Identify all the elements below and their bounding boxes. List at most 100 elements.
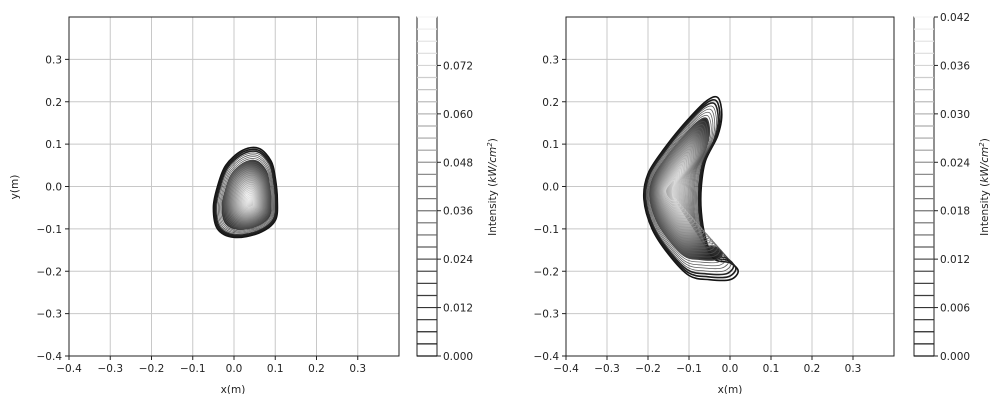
right-contour-line [653,136,709,243]
left-x-tick-label: 0.2 [308,363,325,375]
right-x-axis-label: x(m) [718,384,743,394]
left-contour-line [213,148,278,238]
left-panel: y(m) x(m) Intensity (kW/cm2) −0.4 −0.3 −0.… [9,16,499,394]
right-contour-line [663,173,682,208]
right-contour-line [644,102,735,276]
right-x-tick-label: −0.2 [635,363,661,375]
left-y-axis-label: y(m) [9,175,21,200]
right-colorbar-tick-label: 0.000 [940,351,970,363]
right-x-tick-label: −0.3 [594,363,620,375]
left-y-tick-label: 0.1 [45,139,62,151]
left-contour-line [227,169,268,225]
left-contour-line [245,196,254,208]
left-y-tick-label: −0.4 [37,351,63,363]
left-contour-line [231,174,265,222]
right-contour-line [650,124,719,255]
left-contour-line [236,182,262,217]
right-colorbar-tick-label: 0.030 [940,109,970,121]
right-x-tick-label: 0.3 [845,363,862,375]
left-contour-line [230,172,266,223]
left-y-tick-label: −0.2 [37,266,63,278]
left-contour-line [239,187,259,214]
left-contour-line [226,167,269,226]
left-colorbar-tick-label: 0.000 [443,351,473,363]
right-contour-line [665,179,677,202]
right-y-tick-label: −0.3 [534,309,560,321]
right-y-tick-label: 0.3 [542,54,559,66]
right-contour-line [657,148,700,231]
left-contour-line [240,189,258,213]
right-contour-line [657,151,698,228]
right-y-tick-label: 0.0 [542,182,559,194]
left-contour-line [212,146,279,239]
left-contour-line [232,176,264,220]
right-colorbar-tick-label: 0.018 [940,206,970,218]
right-contour-line [653,133,712,246]
right-contour-line [652,130,714,249]
left-x-tick-label: −0.3 [98,363,124,375]
left-contour-line [233,178,263,219]
left-y-tick-label: −0.3 [37,309,63,321]
right-contour-line [655,142,705,237]
left-y-tick-label: −0.1 [37,224,63,236]
left-contour-line [217,154,275,234]
left-x-tick-label: −0.1 [180,363,206,375]
right-contour-line [662,167,686,214]
left-contour-line [216,152,276,235]
left-contour-line [234,180,262,218]
right-contour-line [649,121,721,258]
left-colorbar-tick-label: 0.060 [443,109,473,121]
right-contour-line [660,161,691,219]
right-y-tick-label: −0.4 [534,351,560,363]
left-x-tick-label: 0.3 [349,363,366,375]
right-contour-line [648,114,725,264]
left-colorbar-label: Intensity (kW/cm2) [486,138,499,236]
left-x-tick-label: 0.0 [226,363,243,375]
left-contour-line [221,159,272,231]
right-contour-line [645,105,732,273]
left-contour-line [243,193,256,210]
right-contour-line [658,154,696,225]
left-contour-line [223,163,270,228]
left-x-axis-label: x(m) [221,384,246,394]
right-y-tick-label: −0.1 [534,224,560,236]
left-contour-line [237,183,261,216]
left-contour-line [220,158,273,232]
right-colorbar-tick-label: 0.042 [940,12,970,24]
left-contour-line [228,171,267,224]
right-contour-line [656,145,703,234]
left-contour-line [225,165,270,227]
left-x-tick-label: −0.2 [139,363,165,375]
left-colorbar-tick-label: 0.048 [443,157,473,169]
right-colorbar-label: Intensity (kW/cm2) [978,138,991,236]
left-colorbar-tick-label: 0.012 [443,303,473,315]
right-y-tick-label: −0.2 [534,266,560,278]
right-contour-line [646,108,730,270]
left-colorbar-tick-label: 0.036 [443,206,473,218]
left-colorbar-tick-label: 0.024 [443,254,473,266]
left-contour-line [214,150,277,237]
right-contour-line [662,170,684,211]
left-contour-line [242,191,257,212]
right-contour-line [647,111,728,267]
right-contour-line [664,176,680,205]
right-colorbar-tick-label: 0.006 [940,303,970,315]
right-contour-line [661,164,689,217]
right-contour-line [654,139,707,240]
left-x-tick-label: −0.4 [56,363,82,375]
right-colorbar-tick-label: 0.036 [940,60,970,72]
left-contour-line [238,185,260,215]
right-contour-line [651,127,716,252]
left-colorbar-tick-label: 0.072 [443,60,473,72]
right-x-tick-label: 0.2 [804,363,821,375]
left-x-tick-label: 0.1 [267,363,284,375]
left-contour-line [244,194,255,209]
left-y-tick-label: 0.3 [45,54,62,66]
right-contour-line [649,117,723,261]
left-y-tick-label: 0.2 [45,97,62,109]
right-x-tick-label: 0.0 [722,363,739,375]
right-y-tick-label: 0.1 [542,139,559,151]
right-x-tick-label: −0.1 [676,363,702,375]
right-x-tick-label: 0.1 [763,363,780,375]
